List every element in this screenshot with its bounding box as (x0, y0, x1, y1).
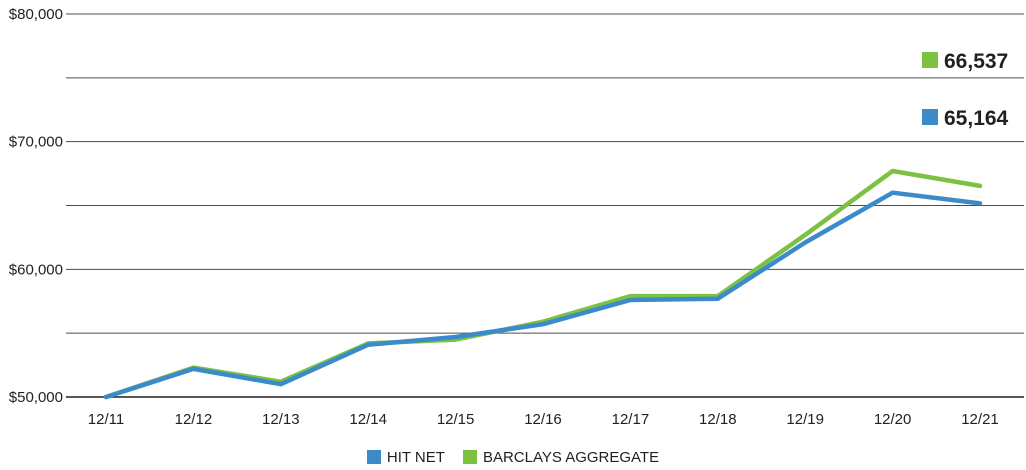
legend-swatch-hit-net (366, 450, 381, 464)
x-tick-label: 12/11 (88, 411, 124, 428)
end-value-label: 66,537 (944, 50, 1008, 73)
x-tick-label: 12/21 (961, 411, 999, 428)
y-tick-label: $70,000 (9, 134, 63, 151)
end-label-swatch (922, 52, 938, 68)
x-tick-label: 12/15 (437, 411, 475, 428)
end-label-swatch (922, 109, 938, 125)
y-tick-label: $80,000 (9, 6, 63, 23)
x-axis-tick-labels: 12/11 12/12 12/13 12/14 12/15 12/16 12/17 12/18… (88, 411, 999, 428)
x-tick-label: 12/16 (524, 411, 562, 428)
series-line-hit-net (103, 190, 983, 400)
end-value-labels: 66,537 65,164 (922, 50, 1009, 130)
series-lines (103, 168, 983, 400)
series-line-barclays-aggregate (103, 168, 983, 400)
legend-label-barclays-aggregate: BARCLAYS AGGREGATE (482, 448, 660, 466)
x-tick-label: 12/14 (349, 411, 387, 428)
gridlines (66, 13, 1024, 398)
x-tick-label: 12/20 (874, 411, 912, 428)
x-tick-label: 12/18 (699, 411, 737, 428)
y-tick-label: $60,000 (9, 261, 63, 278)
legend-swatch-barclays-aggregate (462, 450, 477, 464)
end-value-label: 65,164 (944, 107, 1009, 130)
x-tick-label: 12/17 (612, 411, 650, 428)
x-tick-label: 12/12 (175, 411, 213, 428)
y-tick-label: $50,000 (9, 389, 63, 406)
legend-item-hit-net: HIT NET (366, 448, 445, 466)
legend-label-hit-net: HIT NET (386, 448, 445, 466)
y-axis-tick-labels: $50,000 $60,000 $70,000 $80,000 (9, 6, 63, 406)
x-tick-label: 12/13 (262, 411, 300, 428)
x-tick-label: 12/19 (786, 411, 824, 428)
legend-item-barclays-aggregate: BARCLAYS AGGREGATE (462, 448, 660, 466)
legend: HIT NET BARCLAYS AGGREGATE (0, 446, 1026, 468)
